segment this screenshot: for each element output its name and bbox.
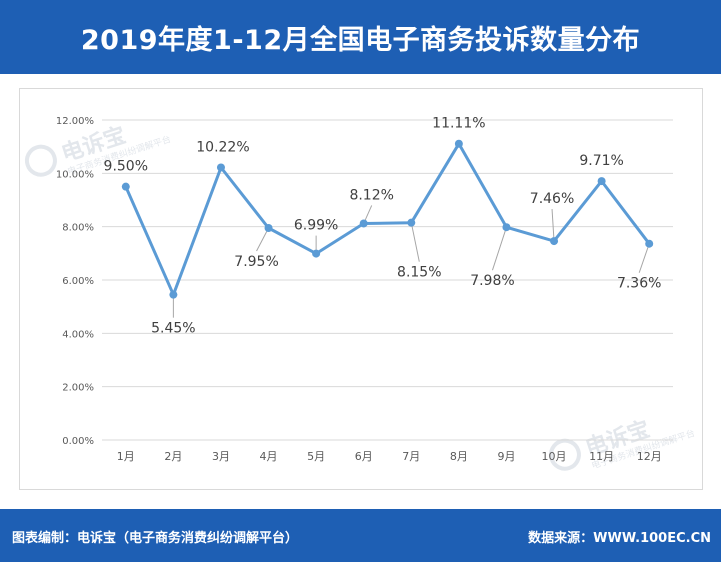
data-point <box>645 239 654 248</box>
data-point <box>359 219 368 228</box>
label-leader-line <box>256 227 269 252</box>
y-axis-ticks: 0.00% 2.00% 4.00% 6.00% 8.00% 10.00% 12.00% <box>56 116 94 447</box>
data-label: 8.15% <box>397 265 441 281</box>
data-point <box>264 224 273 232</box>
data-label: 7.46% <box>530 191 574 207</box>
chart-frame <box>19 88 703 490</box>
x-tick-label: 11月 <box>589 450 614 463</box>
data-points <box>121 139 654 299</box>
page-title: 2019年度1-12月全国电子商务投诉数量分布 <box>80 24 641 56</box>
x-tick-label: 6月 <box>355 450 373 463</box>
data-point <box>121 182 130 191</box>
data-point <box>312 249 321 258</box>
data-label: 11.11% <box>432 116 485 132</box>
data-label: 7.95% <box>234 254 278 270</box>
data-point <box>550 237 559 246</box>
x-tick-label: 8月 <box>450 450 468 463</box>
data-point <box>454 139 463 148</box>
label-leader-line <box>551 209 555 242</box>
data-point <box>502 223 511 232</box>
footer-bar: 图表编制：电诉宝（电子商务消费纠纷调解平台） 数据来源：WWW.100EC.CN <box>0 509 721 562</box>
x-tick-label: 3月 <box>212 450 230 463</box>
label-leader-line <box>638 243 650 273</box>
y-tick-label: 2.00% <box>62 383 94 394</box>
grid-lines <box>102 119 673 441</box>
label-leader-lines <box>172 205 650 318</box>
y-tick-label: 12.00% <box>56 116 94 127</box>
y-tick-label: 4.00% <box>62 329 94 340</box>
data-label: 9.50% <box>104 159 148 175</box>
x-tick-label: 5月 <box>307 450 325 463</box>
x-axis-ticks: 1月 2月 3月 4月 5月 6月 7月 8月 9月 10月 11月 12月 <box>117 450 662 463</box>
y-tick-label: 6.00% <box>62 276 94 287</box>
y-tick-label: 10.00% <box>56 169 94 180</box>
watermark-logo-icon <box>548 438 581 471</box>
data-label: 7.36% <box>617 276 661 292</box>
data-label: 10.22% <box>196 139 249 155</box>
label-leader-line <box>410 222 420 262</box>
x-tick-label: 2月 <box>164 450 182 463</box>
header-bar: 2019年度1-12月全国电子商务投诉数量分布 <box>0 0 721 74</box>
x-tick-label: 12月 <box>637 450 662 463</box>
series-line <box>124 142 651 297</box>
compiled-by-text: 图表编制：电诉宝（电子商务消费纠纷调解平台） <box>12 531 299 546</box>
data-point <box>216 163 225 172</box>
y-tick-label: 0.00% <box>62 436 94 447</box>
data-label: 5.45% <box>151 321 195 337</box>
x-tick-label: 10月 <box>542 450 567 463</box>
x-tick-label: 9月 <box>497 450 515 463</box>
data-labels: 9.50% 5.45% 10.22% 7.95% 6.99% 8.12% 8.15% 11.1… <box>104 116 662 337</box>
data-point <box>169 290 178 299</box>
data-source-text: 数据来源：WWW.100EC.CN <box>528 531 711 546</box>
y-tick-label: 8.00% <box>62 223 94 234</box>
label-leader-line <box>491 227 507 271</box>
data-point <box>597 177 606 186</box>
data-label: 8.12% <box>349 187 393 203</box>
x-tick-label: 4月 <box>260 450 278 463</box>
data-point <box>407 218 416 227</box>
data-label: 9.71% <box>579 153 623 169</box>
x-tick-label: 1月 <box>117 450 135 463</box>
data-label: 7.98% <box>470 273 514 289</box>
x-tick-label: 7月 <box>402 450 420 463</box>
watermark-logo-icon <box>24 144 57 177</box>
data-label: 6.99% <box>294 218 338 234</box>
